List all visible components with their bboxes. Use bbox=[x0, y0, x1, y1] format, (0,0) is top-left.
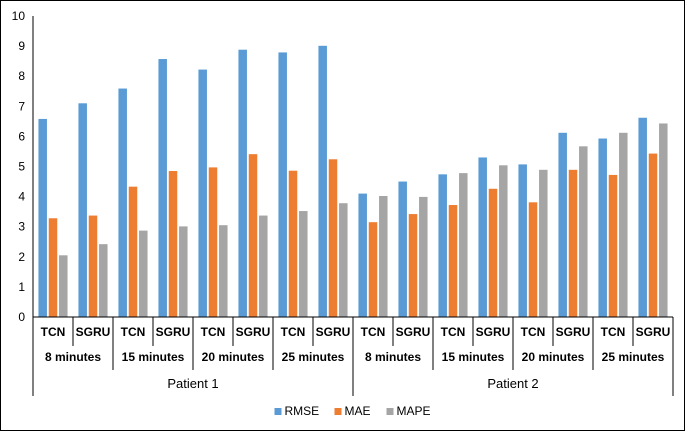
category-label-4: SGRU bbox=[156, 325, 191, 339]
bar-rmse-16 bbox=[638, 117, 647, 318]
bar-rmse-4 bbox=[158, 59, 167, 317]
bar-mae-8 bbox=[328, 159, 338, 317]
bar-mae-1 bbox=[48, 218, 58, 317]
category-label-3: TCN bbox=[121, 325, 146, 339]
category-label-5: TCN bbox=[201, 325, 226, 339]
bar-mae-7 bbox=[288, 170, 298, 317]
bar-mape-16 bbox=[659, 123, 668, 318]
category-label-15: TCN bbox=[601, 325, 626, 339]
category-label-8: SGRU bbox=[316, 325, 351, 339]
category-label-1: TCN bbox=[41, 325, 66, 339]
bar-mae-12 bbox=[488, 188, 498, 317]
bar-mape-11 bbox=[459, 173, 468, 317]
bar-mae-15 bbox=[608, 174, 618, 317]
bars-layer bbox=[38, 45, 668, 318]
bar-mape-10 bbox=[419, 196, 428, 317]
category-label-16: SGRU bbox=[636, 325, 671, 339]
bar-mae-13 bbox=[528, 202, 538, 317]
legend-label-rmse: RMSE bbox=[285, 404, 320, 418]
bar-mae-16 bbox=[648, 153, 658, 317]
y-tick-label: 6 bbox=[18, 129, 25, 143]
category-label-9: TCN bbox=[361, 325, 386, 339]
bar-rmse-10 bbox=[398, 181, 407, 317]
y-tick-label: 8 bbox=[18, 69, 25, 83]
bar-mae-14 bbox=[568, 169, 578, 317]
category-label-14: SGRU bbox=[556, 325, 591, 339]
bar-rmse-5 bbox=[198, 69, 207, 317]
horizon-label-3: 20 minutes bbox=[202, 350, 265, 364]
y-tick-label: 7 bbox=[18, 99, 25, 113]
bar-mape-14 bbox=[579, 146, 588, 317]
bar-mape-5 bbox=[219, 225, 228, 317]
y-tick-label: 4 bbox=[18, 190, 25, 204]
axis-layer bbox=[32, 16, 674, 396]
horizon-label-8: 25 minutes bbox=[602, 350, 665, 364]
bar-rmse-8 bbox=[318, 45, 327, 318]
bar-rmse-1 bbox=[38, 118, 47, 317]
category-label-10: SGRU bbox=[396, 325, 431, 339]
category-label-2: SGRU bbox=[76, 325, 111, 339]
bar-rmse-2 bbox=[78, 103, 87, 317]
patient-label-1: Patient 1 bbox=[167, 376, 218, 391]
category-label-11: TCN bbox=[441, 325, 466, 339]
horizon-label-2: 15 minutes bbox=[122, 350, 185, 364]
horizon-label-1: 8 minutes bbox=[45, 350, 101, 364]
bar-mape-3 bbox=[139, 230, 148, 317]
bar-mape-8 bbox=[339, 203, 348, 317]
legend-swatch-rmse bbox=[274, 408, 282, 415]
horizon-label-4: 25 minutes bbox=[282, 350, 345, 364]
legend: RMSE MAE MAPE bbox=[274, 404, 431, 418]
bar-mape-9 bbox=[379, 196, 388, 317]
y-tick-label: 9 bbox=[18, 39, 25, 53]
bar-rmse-13 bbox=[518, 164, 527, 317]
horizon-label-6: 15 minutes bbox=[442, 350, 505, 364]
category-label-6: SGRU bbox=[236, 325, 271, 339]
bar-rmse-11 bbox=[438, 174, 447, 317]
y-tick-label: 1 bbox=[18, 280, 25, 294]
bar-rmse-14 bbox=[558, 132, 567, 317]
bar-mape-4 bbox=[179, 226, 188, 317]
bar-mae-10 bbox=[408, 214, 418, 317]
bar-rmse-7 bbox=[278, 52, 287, 318]
bar-mae-9 bbox=[368, 222, 378, 317]
legend-swatch-mae bbox=[334, 408, 342, 415]
bar-mae-3 bbox=[128, 186, 138, 317]
bar-mae-11 bbox=[448, 205, 458, 317]
patient-label-2: Patient 2 bbox=[487, 376, 538, 391]
horizon-label-5: 8 minutes bbox=[365, 350, 421, 364]
bar-mape-1 bbox=[59, 255, 68, 317]
category-label-12: SGRU bbox=[476, 325, 511, 339]
bar-rmse-15 bbox=[598, 138, 607, 317]
y-tick-label: 0 bbox=[18, 310, 25, 324]
bar-mape-7 bbox=[299, 211, 308, 317]
bar-mape-6 bbox=[259, 215, 268, 317]
bar-mae-5 bbox=[208, 167, 218, 317]
category-label-13: TCN bbox=[521, 325, 546, 339]
horizon-label-7: 20 minutes bbox=[522, 350, 585, 364]
bar-mape-12 bbox=[499, 165, 508, 317]
bar-mape-2 bbox=[99, 244, 108, 317]
labels-layer: 0 1 2 3 4 5 6 7 8 9 10 TCN SGRU TCN SGRU TCN SGRU TCN SGRU… bbox=[12, 9, 671, 391]
bar-mape-15 bbox=[619, 132, 628, 317]
category-label-7: TCN bbox=[281, 325, 306, 339]
y-tick-label: 3 bbox=[18, 220, 25, 234]
legend-label-mae: MAE bbox=[345, 404, 371, 418]
bar-rmse-6 bbox=[238, 49, 247, 318]
bar-rmse-3 bbox=[118, 88, 127, 317]
bar-mae-2 bbox=[88, 215, 98, 317]
bar-rmse-12 bbox=[478, 157, 487, 317]
y-tick-label: 5 bbox=[18, 160, 25, 174]
bar-rmse-9 bbox=[358, 193, 367, 317]
y-tick-label: 2 bbox=[18, 250, 25, 264]
legend-swatch-mape bbox=[386, 408, 394, 415]
y-tick-label: 10 bbox=[12, 9, 26, 23]
bar-mae-6 bbox=[248, 154, 258, 317]
bar-mae-4 bbox=[168, 171, 178, 317]
legend-label-mape: MAPE bbox=[397, 404, 431, 418]
bar-mape-13 bbox=[539, 169, 548, 317]
